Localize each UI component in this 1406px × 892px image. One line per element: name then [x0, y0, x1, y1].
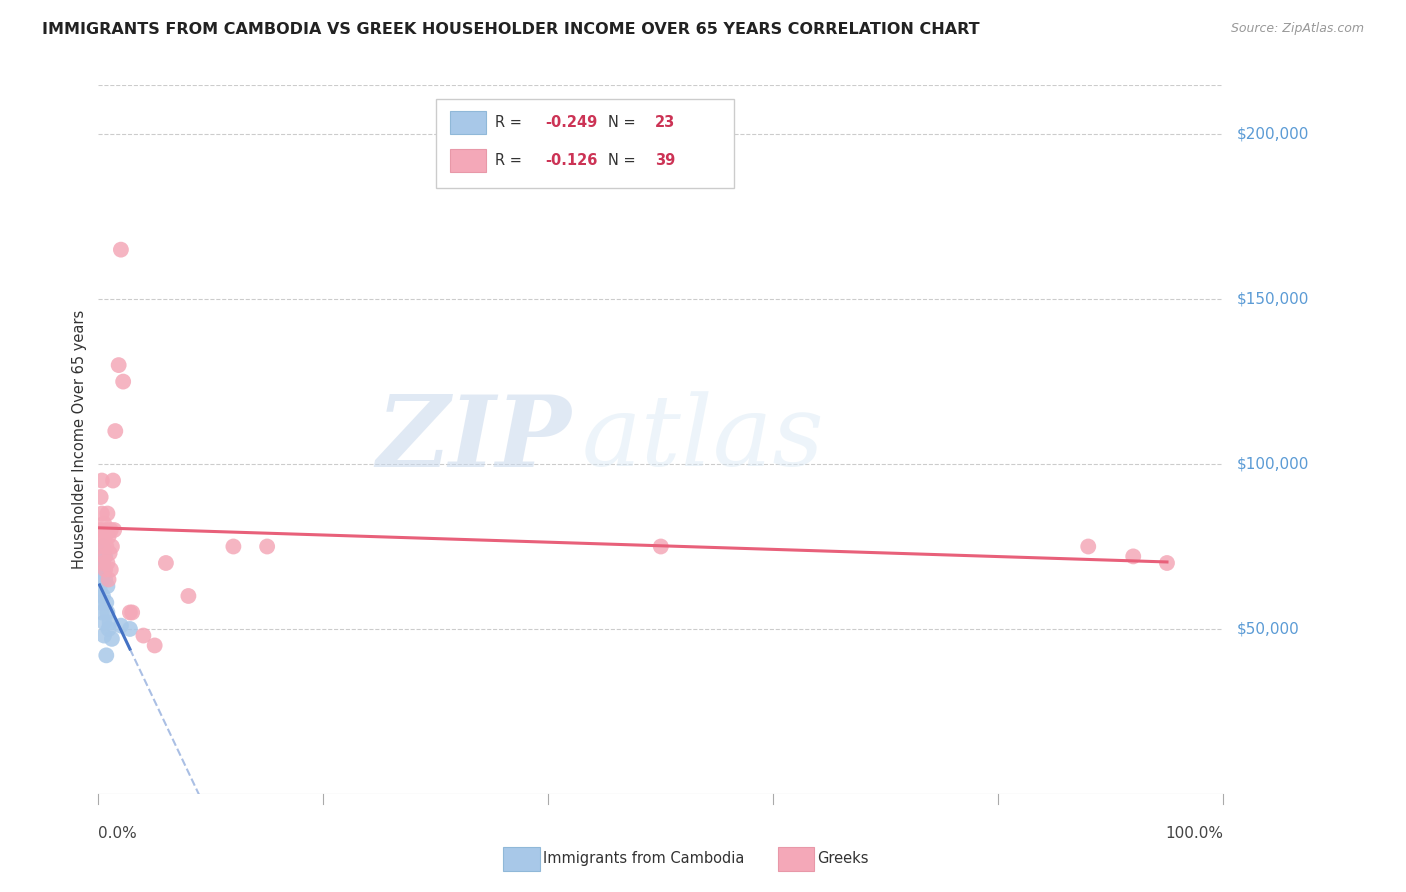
Point	[121, 606, 143, 620]
Point	[96, 606, 118, 620]
Point	[1077, 540, 1099, 554]
Text: Source: ZipAtlas.com: Source: ZipAtlas.com	[1230, 22, 1364, 36]
Point	[112, 375, 135, 389]
FancyBboxPatch shape	[436, 99, 734, 187]
Point	[90, 596, 112, 610]
Text: N =: N =	[607, 115, 640, 130]
Point	[97, 573, 120, 587]
Point	[97, 622, 120, 636]
Text: $200,000: $200,000	[1237, 127, 1309, 142]
Point	[90, 507, 112, 521]
Point	[132, 629, 155, 643]
Text: $100,000: $100,000	[1237, 457, 1309, 472]
Point	[94, 573, 117, 587]
Point	[256, 540, 278, 554]
Point	[91, 556, 114, 570]
Point	[177, 589, 200, 603]
Point	[118, 622, 141, 636]
Point	[93, 549, 115, 564]
Point	[100, 563, 122, 577]
Point	[93, 629, 115, 643]
Text: R =: R =	[495, 153, 531, 168]
Text: Immigrants from Cambodia: Immigrants from Cambodia	[543, 851, 744, 865]
Point	[93, 516, 115, 531]
Point	[90, 523, 112, 537]
Point	[98, 615, 121, 630]
Point	[98, 546, 121, 560]
Text: N =: N =	[607, 153, 640, 168]
Point	[90, 573, 112, 587]
Text: 0.0%: 0.0%	[98, 826, 138, 841]
Point	[94, 563, 117, 577]
Point	[96, 507, 118, 521]
Point	[90, 549, 112, 564]
Point	[90, 606, 112, 620]
FancyBboxPatch shape	[450, 149, 486, 172]
Point	[93, 566, 115, 580]
Text: ZIP: ZIP	[375, 391, 571, 488]
Text: -0.249: -0.249	[546, 115, 598, 130]
Point	[96, 579, 118, 593]
Point	[91, 540, 114, 554]
Point	[96, 648, 118, 663]
Text: atlas: atlas	[582, 392, 825, 487]
Point	[155, 556, 177, 570]
Point	[91, 556, 114, 570]
Text: 100.0%: 100.0%	[1166, 826, 1223, 841]
Point	[96, 523, 118, 537]
Point	[650, 540, 672, 554]
Point	[100, 523, 122, 537]
Text: $150,000: $150,000	[1237, 292, 1309, 307]
Point	[90, 490, 112, 504]
Point	[96, 540, 118, 554]
Point	[96, 556, 118, 570]
Point	[89, 540, 111, 554]
Point	[90, 474, 112, 488]
Point	[110, 243, 132, 257]
Text: Greeks: Greeks	[817, 851, 869, 865]
Point	[94, 530, 117, 544]
Point	[118, 606, 141, 620]
Point	[89, 582, 111, 597]
Text: -0.126: -0.126	[546, 153, 598, 168]
Text: 23: 23	[655, 115, 675, 130]
Point	[222, 540, 245, 554]
Point	[91, 530, 114, 544]
Point	[107, 358, 129, 372]
FancyBboxPatch shape	[450, 111, 486, 134]
Point	[1156, 556, 1178, 570]
Point	[94, 549, 117, 564]
Text: IMMIGRANTS FROM CAMBODIA VS GREEK HOUSEHOLDER INCOME OVER 65 YEARS CORRELATION C: IMMIGRANTS FROM CAMBODIA VS GREEK HOUSEH…	[42, 22, 980, 37]
Text: R =: R =	[495, 115, 527, 130]
Point	[101, 540, 124, 554]
Point	[143, 639, 166, 653]
Text: $50,000: $50,000	[1237, 622, 1301, 637]
Point	[110, 618, 132, 632]
Y-axis label: Householder Income Over 65 years: Householder Income Over 65 years	[72, 310, 87, 569]
Point	[91, 589, 114, 603]
Text: 39: 39	[655, 153, 675, 168]
Point	[104, 424, 127, 438]
Point	[101, 632, 124, 646]
Point	[101, 474, 124, 488]
Point	[97, 530, 120, 544]
Point	[103, 523, 125, 537]
Point	[96, 596, 118, 610]
Point	[90, 563, 112, 577]
Point	[93, 615, 115, 630]
Point	[1122, 549, 1144, 564]
